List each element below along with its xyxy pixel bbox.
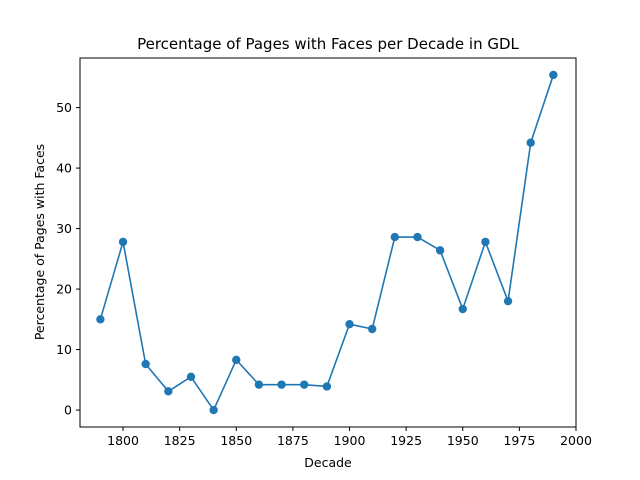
y-tick-label: 10 (56, 342, 72, 357)
data-point (232, 355, 241, 365)
data-point (435, 246, 445, 255)
y-tick-label: 0 (64, 403, 72, 418)
plot-frame (79, 57, 577, 428)
data-point (458, 304, 467, 314)
data-point (413, 232, 422, 242)
y-axis: 0 10 20 30 40 50 (56, 100, 80, 418)
data-point (503, 296, 513, 306)
y-axis-label: Percentage of Pages with Faces (32, 144, 47, 340)
y-tick-label: 50 (56, 100, 72, 115)
plot-area (96, 70, 558, 415)
x-axis: 1800 1825 1850 1875 1900 1925 1950 1975 2000 (107, 427, 592, 448)
data-point (254, 380, 264, 389)
data-point (141, 359, 150, 369)
data-point (186, 372, 196, 381)
y-tick-label: 20 (56, 282, 72, 297)
x-tick-label: 1825 (164, 433, 196, 448)
data-point (526, 138, 535, 147)
chart-title: Percentage of Pages with Faces per Decad… (137, 35, 519, 53)
data-point (164, 387, 173, 396)
data-point (277, 380, 286, 389)
x-tick-label: 1900 (334, 433, 366, 448)
data-point (367, 324, 377, 334)
x-tick-label: 1975 (503, 433, 535, 448)
data-point (390, 232, 400, 242)
data-point (481, 237, 490, 247)
x-axis-label: Decade (304, 455, 352, 470)
data-point (345, 319, 354, 329)
y-tick-label: 40 (56, 161, 72, 176)
x-tick-label: 1925 (390, 433, 422, 448)
data-point (549, 70, 558, 80)
x-tick-label: 1850 (220, 433, 252, 448)
data-point (96, 315, 105, 324)
y-tick-label: 30 (56, 221, 72, 236)
data-point (209, 405, 218, 415)
data-point (118, 237, 128, 247)
x-tick-label: 1800 (107, 433, 139, 448)
x-tick-label: 2000 (560, 433, 592, 448)
x-tick-label: 1875 (277, 433, 309, 448)
data-point (322, 382, 332, 391)
x-tick-label: 1950 (447, 433, 479, 448)
data-point (300, 380, 309, 389)
